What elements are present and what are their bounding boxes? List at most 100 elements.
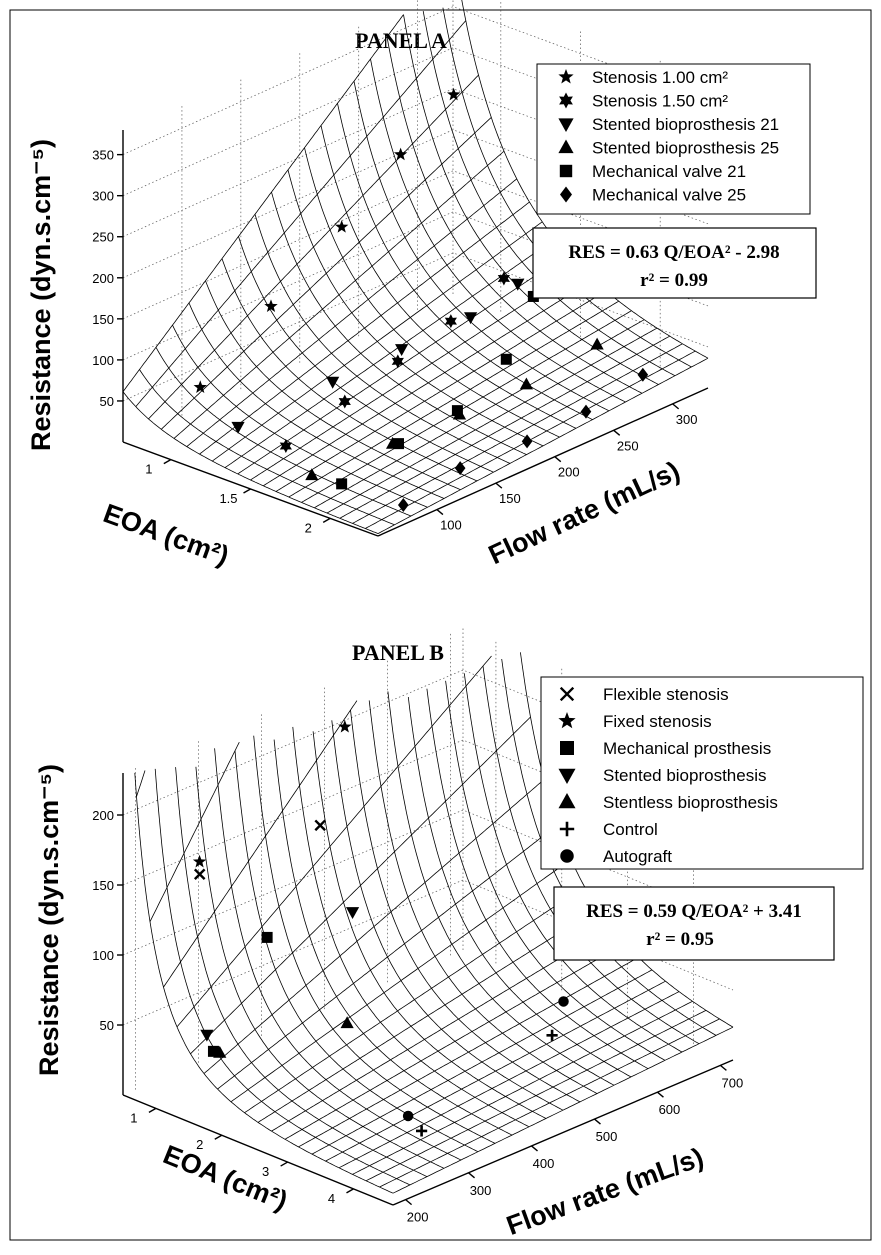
surface-mesh-line [445,680,666,1061]
panel-b-r-squared: r² = 0.95 [646,929,714,950]
surface-mesh-line [221,258,478,482]
data-point [500,353,512,365]
flow-tick-mark [613,429,621,436]
legend-marker [558,768,576,784]
data-point [393,147,408,161]
legend-label: Control [603,820,658,839]
surface-mesh-line [234,750,479,1153]
panel-b-surface-mesh [134,652,734,1194]
data-point [264,299,278,313]
flow-tick-label: 100 [440,518,462,533]
surface-mesh-line [154,768,411,1186]
legend-marker [558,118,574,132]
surface-mesh-line [273,739,513,1136]
flow-tick-mark [405,1199,413,1206]
legend-marker [559,164,573,178]
panel-b-legend: Flexible stenosis Fixed stenosis Mechanica… [540,676,864,870]
surface-mesh-line [139,369,395,526]
eoa-tick-label: 1 [145,462,152,477]
data-point [392,438,404,450]
z-tick-label: 50 [100,394,114,409]
flow-tick-label: 200 [407,1210,429,1225]
legend-label: Mechanical prosthesis [603,739,771,758]
flow-tick-mark [672,403,680,410]
z-tick-label: 300 [92,189,114,204]
back-grid-line [122,211,709,361]
z-tick-label: 200 [92,808,114,823]
legend-marker [558,139,574,154]
z-tick-label: 100 [92,948,114,963]
surface-mesh-line [214,748,462,1161]
data-point [314,819,326,832]
panel-a-r-squared: r² = 0.99 [640,270,708,291]
panel-a-z-axis-title: Resistance (dyn.s.cm⁻⁵) [26,139,56,451]
z-tick-label: 250 [92,230,114,245]
legend-label: Stented bioprosthesis [603,766,767,785]
data-point [231,421,245,434]
surface-mesh-line [368,700,598,1094]
data-point [395,344,409,357]
panel-a: PANEL A 50 100 150 200 250 300 350 1 1.5 2 100 150 2… [26,0,817,571]
surface-mesh-line [254,214,511,464]
data-point [398,498,409,513]
legend-label: Autograft [603,847,672,866]
data-point [213,1045,227,1058]
eoa-tick-label: 3 [262,1164,269,1179]
legend-label: Stentless bioprosthesis [603,793,778,812]
eoa-tick-label: 2 [305,520,312,535]
surface-mesh-line [271,191,527,455]
flow-tick-mark [468,1172,476,1179]
z-tick-label: 200 [92,271,114,286]
eoa-tick-label: 1 [130,1110,137,1125]
data-point [391,354,404,369]
z-tick-label: 50 [100,1018,114,1033]
surface-mesh-line [238,236,494,473]
z-tick-label: 350 [92,148,114,163]
panel-a-surface-mesh [122,0,709,534]
data-point [519,377,533,390]
legend-marker [558,69,574,84]
panel-b-z-axis-title: Resistance (dyn.s.cm⁻⁵) [34,764,64,1076]
eoa-tick-label: 1.5 [219,491,237,506]
surface-mesh-line [387,691,615,1086]
panel-b-title: PANEL B [352,640,444,665]
panel-b-axes: 50 100 150 200 1 2 3 4 200 300 400 500 600 700 [92,773,743,1225]
surface-mesh-line [253,735,496,1144]
surface-mesh-line [463,673,683,1053]
data-point [415,1125,428,1137]
panel-a-title: PANEL A [355,28,447,53]
surface-mesh-line [175,767,428,1177]
flow-tick-mark [656,1091,664,1098]
eoa-tick-mark [280,1161,288,1167]
data-point [326,376,340,389]
flow-axis-line [392,1059,734,1206]
eoa-axis-line [122,1094,394,1206]
flow-tick-label: 500 [596,1129,618,1144]
legend-label: Stenosis 1.00 cm² [592,68,728,87]
panel-b: PANEL B 50 100 150 200 1 2 3 4 200 300 400 500 600 70… [34,628,864,1241]
legend-marker [559,821,575,837]
panel-a-legend-box [536,63,811,215]
z-tick-label: 100 [92,353,114,368]
surface-mesh-line [312,731,547,1119]
flow-tick-label: 300 [676,412,698,427]
flow-tick-mark [594,1118,601,1125]
surface-mesh-line [353,81,610,412]
panel-b-equation-box: RES = 0.59 Q/EOA² + 3.41 r² = 0.95 [553,886,835,961]
data-point [580,404,592,419]
legend-label: Stenosis 1.50 cm² [592,92,728,111]
data-point [340,1016,354,1029]
flow-tick-label: 300 [470,1183,492,1198]
data-point [193,868,206,880]
surface-mesh-line [195,766,445,1169]
data-point [192,854,207,868]
eoa-tick-mark [322,517,331,523]
eoa-tick-label: 4 [328,1191,335,1206]
legend-marker [559,92,573,109]
legend-label: Stented bioprosthesis 21 [592,115,779,134]
legend-marker [560,186,572,203]
surface-mesh-line [205,280,461,491]
flow-tick-label: 400 [533,1156,555,1171]
surface-mesh-line [350,710,581,1103]
